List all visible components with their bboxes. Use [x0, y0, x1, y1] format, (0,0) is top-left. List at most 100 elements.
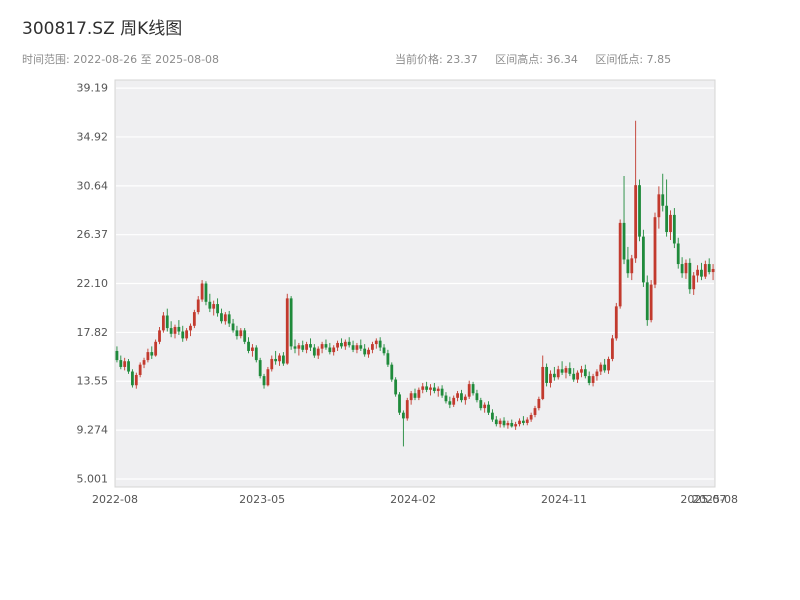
candle: [630, 258, 634, 274]
x-tick-label: 2024-02: [390, 493, 436, 506]
candle: [382, 347, 386, 354]
candle: [351, 345, 355, 350]
candle: [448, 401, 452, 405]
y-tick-label: 39.19: [77, 82, 109, 95]
candle: [343, 341, 347, 347]
candle: [204, 283, 208, 302]
candle: [564, 368, 568, 373]
candle: [452, 397, 456, 405]
candle: [440, 388, 444, 396]
candle: [347, 341, 351, 346]
candle: [498, 420, 502, 425]
candle: [150, 352, 154, 356]
y-tick-label: 26.37: [77, 228, 109, 241]
candle: [552, 373, 556, 378]
candle: [506, 422, 510, 426]
candle: [487, 404, 490, 413]
candle: [622, 222, 626, 260]
current-price-stat: 当前价格: 23.37: [395, 53, 478, 66]
x-tick-label: 2025-08: [692, 493, 738, 506]
candle: [247, 341, 250, 351]
candle: [684, 262, 688, 274]
candle: [146, 352, 150, 361]
candle: [661, 194, 665, 206]
candle: [692, 275, 696, 290]
candle: [611, 338, 614, 359]
candle: [618, 222, 622, 307]
candle: [336, 342, 339, 348]
candle: [696, 269, 699, 276]
candle: [560, 369, 564, 373]
candle: [258, 360, 262, 377]
candle: [541, 366, 545, 399]
range-low-stat: 区间低点: 7.85: [595, 53, 672, 66]
y-tick-label: 9.274: [77, 424, 109, 437]
candle: [293, 346, 297, 349]
candle: [181, 331, 185, 339]
candle: [378, 340, 382, 348]
candle: [359, 345, 363, 349]
candle: [115, 350, 119, 361]
candle: [127, 361, 130, 372]
candle: [626, 259, 630, 274]
candle: [680, 264, 684, 274]
candle: [177, 326, 181, 332]
candle: [123, 361, 127, 367]
candle: [417, 389, 421, 398]
candle: [297, 345, 301, 349]
candle: [641, 236, 645, 283]
candle: [657, 194, 661, 218]
candle: [371, 344, 374, 350]
candle: [711, 268, 715, 273]
candle: [479, 400, 483, 409]
candle: [649, 284, 653, 321]
y-tick-label: 5.001: [77, 472, 109, 485]
candle: [223, 314, 227, 322]
candle: [518, 420, 521, 425]
candle: [154, 341, 158, 356]
candle: [398, 394, 401, 413]
candle: [669, 214, 672, 233]
candle: [521, 420, 525, 423]
candle: [676, 243, 680, 265]
candle: [700, 269, 703, 277]
candle: [529, 414, 533, 420]
candle: [332, 347, 336, 353]
candle: [270, 358, 274, 370]
candle: [227, 314, 231, 324]
candle: [436, 388, 440, 391]
candle: [196, 299, 200, 313]
candle: [285, 298, 289, 364]
candle: [243, 330, 247, 342]
candle: [580, 369, 583, 373]
page-title: 300817.SZ 周K线图: [22, 19, 183, 39]
candle: [390, 364, 394, 380]
candle: [603, 364, 607, 371]
candle: [429, 387, 432, 390]
candle: [262, 376, 266, 386]
candle: [425, 386, 429, 390]
y-tick-label: 22.10: [77, 277, 109, 290]
candle: [583, 369, 587, 377]
candle: [158, 330, 161, 342]
candle: [483, 404, 487, 409]
candle: [653, 217, 657, 285]
candle: [576, 372, 579, 380]
candle: [200, 283, 204, 300]
candle: [231, 323, 235, 331]
candle: [568, 368, 572, 374]
candle: [401, 412, 405, 419]
x-tick-label: 2025-07: [680, 493, 726, 506]
candle: [456, 393, 459, 398]
candle: [707, 264, 711, 273]
candle: [131, 371, 134, 386]
candle: [421, 386, 425, 390]
candle: [142, 360, 146, 365]
candle: [665, 205, 669, 233]
candle: [494, 419, 498, 425]
candle: [340, 342, 343, 347]
candle: [134, 374, 138, 386]
y-tick-label: 17.82: [77, 326, 109, 339]
